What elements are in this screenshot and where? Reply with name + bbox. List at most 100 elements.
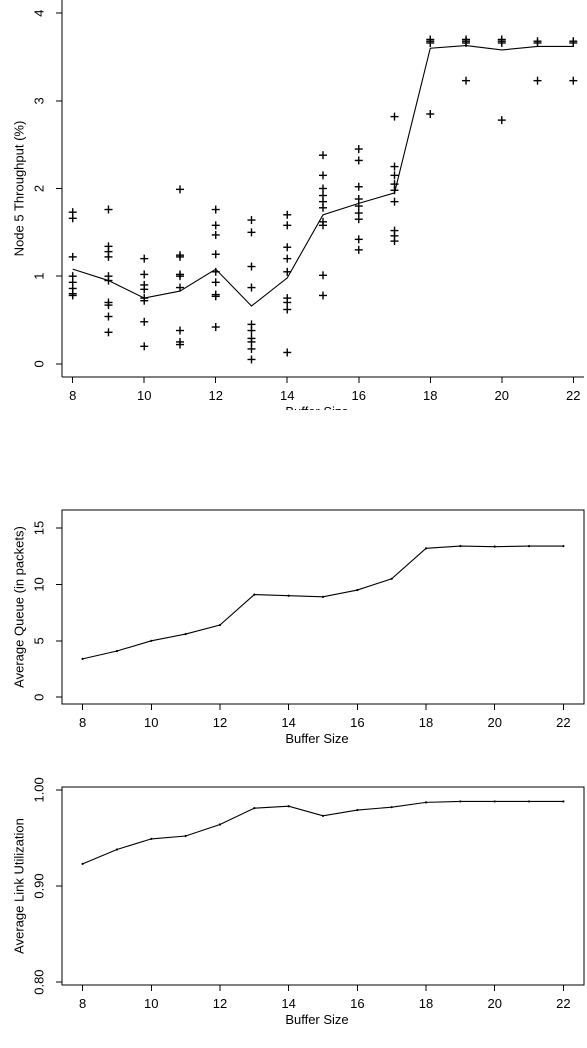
scatter-point — [68, 252, 77, 261]
scatter-point — [354, 235, 363, 244]
scatter-point — [426, 38, 435, 47]
scatter-point — [211, 250, 220, 259]
data-point — [356, 808, 359, 812]
scatter-point — [247, 262, 256, 271]
scatter-point — [533, 38, 542, 47]
x-tick-label: 8 — [79, 715, 86, 730]
scatter-point — [104, 328, 113, 337]
data-point — [184, 834, 187, 838]
scatter-point — [247, 344, 256, 353]
scatter-point — [247, 228, 256, 237]
y-tick-label: 2 — [31, 185, 46, 192]
scatter-point — [68, 291, 77, 300]
scatter-point — [283, 221, 292, 230]
data-point — [562, 544, 565, 548]
y-tick-label: 1 — [31, 273, 46, 280]
scatter-point — [140, 270, 149, 279]
x-tick-label: 22 — [556, 715, 570, 730]
x-tick-label: 14 — [280, 388, 294, 403]
scatter-point — [104, 301, 113, 310]
x-axis-title: Buffer Size — [285, 404, 348, 410]
data-point — [321, 814, 325, 817]
scatter-point — [319, 221, 327, 230]
scatter-point — [283, 210, 292, 219]
scatter-point — [319, 184, 327, 193]
data-point — [253, 593, 256, 596]
scatter-point — [283, 348, 292, 357]
scatter-point — [175, 326, 184, 335]
y-axis-title: Node 5 Throughput (%) — [11, 121, 26, 257]
scatter-point — [211, 323, 220, 332]
scatter-point — [140, 254, 149, 263]
series-line — [82, 800, 564, 865]
data-point — [287, 594, 290, 597]
data-point — [459, 800, 462, 803]
y-axis-title: Average Queue (in packets) — [11, 526, 26, 688]
scatter-point — [247, 355, 256, 364]
x-tick-label: 10 — [144, 715, 158, 730]
scatter-point — [426, 109, 435, 118]
x-tick-label: 12 — [213, 715, 227, 730]
scatter-point — [68, 214, 77, 223]
scatter-point — [354, 156, 363, 165]
scatter-point — [354, 245, 363, 254]
plot-frame — [61, 509, 585, 705]
scatter-point — [390, 112, 399, 121]
scatter-point — [569, 76, 578, 85]
x-tick-label: 18 — [423, 388, 437, 403]
scatter-point — [175, 283, 184, 292]
scatter-point — [569, 38, 578, 47]
data-point — [459, 544, 462, 548]
x-tick-label: 20 — [487, 996, 501, 1011]
x-tick-label: 10 — [137, 388, 151, 403]
scatter-point — [175, 252, 184, 261]
x-tick-label: 18 — [419, 715, 433, 730]
x-tick-label: 12 — [209, 388, 223, 403]
x-tick-label: 16 — [350, 715, 364, 730]
scatter-point — [104, 205, 113, 214]
scatter-point — [354, 145, 363, 154]
data-point — [184, 632, 187, 636]
data-point — [527, 800, 531, 803]
data-point — [424, 801, 428, 804]
scatter-point — [211, 230, 220, 239]
y-tick-label: 3 — [31, 97, 46, 104]
scatter-point — [319, 291, 327, 300]
x-tick-label: 22 — [556, 996, 570, 1011]
scatter-point — [497, 38, 506, 47]
x-tick-label: 20 — [495, 388, 509, 403]
scatter-point — [354, 182, 363, 191]
x-tick-label: 14 — [281, 715, 295, 730]
scatter-point — [354, 215, 363, 224]
y-axis-title: Average Link Utilization — [11, 818, 26, 954]
data-point — [253, 807, 256, 810]
data-point — [356, 588, 359, 592]
scatter-point — [390, 197, 399, 206]
scatter-point — [462, 76, 471, 85]
y-tick-label: 10 — [31, 577, 46, 591]
y-tick-label: 5 — [31, 637, 46, 644]
scatter-point — [390, 237, 399, 246]
data-point — [527, 544, 531, 548]
scatter-point — [140, 285, 149, 294]
scatter-point — [140, 317, 149, 326]
scatter-point — [283, 298, 292, 307]
x-tick-label: 16 — [352, 388, 366, 403]
x-axis-title: Buffer Size — [285, 1012, 348, 1027]
scatter-point — [354, 195, 363, 204]
average-queue-chart: 8 10 12 14 16 18 20 22 0 5 10 15 Buffer Size Average … — [11, 509, 585, 746]
scatter-point — [283, 305, 292, 314]
scatter-point — [319, 171, 327, 180]
x-tick-label: 10 — [144, 996, 158, 1011]
throughput-chart: 81012141618202201234Buffer SizeNode 5 Th… — [11, 0, 584, 410]
scatter-point — [283, 254, 292, 263]
link-utilization-chart: 8 10 12 14 16 18 20 22 0.80 0.90 1.00 Buffer Size Av… — [11, 777, 585, 1027]
data-point — [321, 595, 325, 598]
scatter-point — [319, 271, 327, 280]
y-tick-label: 0 — [31, 360, 46, 367]
scatter-point — [247, 337, 256, 346]
x-tick-label: 22 — [566, 388, 580, 403]
scatter-point — [211, 205, 220, 214]
data-point — [493, 545, 496, 548]
scatter-point — [247, 326, 256, 335]
